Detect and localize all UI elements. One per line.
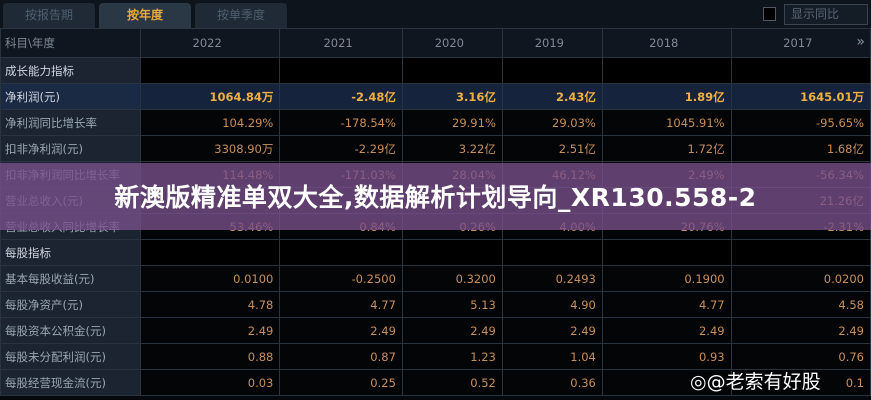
cell-value: -2.48亿 bbox=[279, 83, 403, 110]
cell-value: 2.51亿 bbox=[501, 135, 603, 162]
cell-value: 2.49 bbox=[730, 317, 871, 344]
cell-value: 0.52 bbox=[401, 369, 503, 396]
show-yoy-label[interactable]: 显示同比 bbox=[784, 4, 868, 25]
cell-value: 0.0200 bbox=[730, 265, 871, 292]
cell-value: 0.87 bbox=[279, 343, 403, 370]
cell-value bbox=[279, 239, 403, 266]
cell-value bbox=[501, 57, 603, 84]
cell-value: 0.93 bbox=[601, 343, 732, 370]
cell-value: 5.13 bbox=[401, 291, 503, 318]
cell-value: 1.23 bbox=[401, 343, 503, 370]
cell-value: 3.16亿 bbox=[401, 83, 503, 110]
row-label: 扣非净利润(元) bbox=[0, 135, 141, 162]
row-label: 净利润同比增长率 bbox=[0, 109, 141, 136]
cell-value: 0.1900 bbox=[601, 265, 732, 292]
watermark-text: @老索有好股 bbox=[706, 371, 821, 393]
cell-value bbox=[730, 57, 871, 84]
row-label: 每股未分配利润(元) bbox=[0, 343, 141, 370]
cell-value: 2.49 bbox=[401, 317, 503, 344]
cell-value bbox=[601, 369, 732, 396]
row-label: 净利润(元) bbox=[0, 83, 141, 110]
cell-value: 4.78 bbox=[139, 291, 281, 318]
year-header[interactable]: 2019 bbox=[501, 28, 603, 58]
cell-value: 0.1 bbox=[730, 369, 871, 396]
cell-value: 104.29% bbox=[139, 109, 281, 136]
cell-value: 0.36 bbox=[501, 369, 603, 396]
cell-value: 1.72亿 bbox=[601, 135, 732, 162]
cell-value bbox=[601, 57, 732, 84]
cell-value: 4.90 bbox=[501, 291, 603, 318]
year-header[interactable]: 2020 bbox=[401, 28, 503, 58]
cell-value bbox=[730, 239, 871, 266]
cell-value: 2.43亿 bbox=[501, 83, 603, 110]
row-label: 成长能力指标 bbox=[0, 57, 141, 84]
cell-value bbox=[279, 57, 403, 84]
year-header[interactable]: 2017 bbox=[730, 28, 871, 58]
cell-value: -95.65% bbox=[730, 109, 871, 136]
table-row: 每股经营现金流(元) 0.03 0.25 0.52 0.36 0.1 bbox=[0, 369, 871, 396]
watermark: ◎@老索有好股 bbox=[690, 371, 821, 393]
cell-value bbox=[401, 239, 503, 266]
tab-bar: 按报告期 按年度 按单季度 显示同比 bbox=[0, 0, 871, 28]
overlay-banner: 新澳版精准单双大全,数据解析计划导向_XR130.558-2 bbox=[0, 163, 871, 230]
cell-value bbox=[139, 239, 281, 266]
table-row: 每股未分配利润(元) 0.88 0.87 1.23 1.04 0.93 0.76 bbox=[0, 343, 871, 370]
show-yoy-checkbox[interactable] bbox=[763, 7, 776, 21]
table-row: 净利润同比增长率 104.29% -178.54% 29.91% 29.03% 1045.… bbox=[0, 109, 871, 136]
row-label: 每股资本公积金(元) bbox=[0, 317, 141, 344]
row-label: 每股经营现金流(元) bbox=[0, 369, 141, 396]
cell-value: 0.03 bbox=[139, 369, 281, 396]
cell-value: 2.49 bbox=[601, 317, 732, 344]
cell-value: 0.3200 bbox=[401, 265, 503, 292]
year-header[interactable]: 2018 bbox=[601, 28, 732, 58]
cell-value: 0.25 bbox=[279, 369, 403, 396]
cell-value: 4.77 bbox=[601, 291, 732, 318]
cell-value: 0.88 bbox=[139, 343, 281, 370]
header-label: 科目\年度 bbox=[0, 28, 141, 58]
year-header[interactable]: 2021 bbox=[279, 28, 403, 58]
table-row: 净利润(元) 1064.84万 -2.48亿 3.16亿 2.43亿 1.89亿 1645.… bbox=[0, 83, 871, 110]
cell-value bbox=[601, 239, 732, 266]
header-row: 科目\年度 2022 2021 2020 2019 2018 2017 bbox=[0, 28, 871, 58]
row-label: 每股净资产(元) bbox=[0, 291, 141, 318]
table-row: 扣非净利润(元) 3308.90万 -2.29亿 3.22亿 2.51亿 1.72亿 1.6… bbox=[0, 135, 871, 162]
double-chevron-right-icon[interactable]: » bbox=[856, 34, 865, 50]
cell-value: 29.91% bbox=[401, 109, 503, 136]
cell-value: 29.03% bbox=[501, 109, 603, 136]
cell-value: 0.2493 bbox=[501, 265, 603, 292]
cell-value: 0.0100 bbox=[139, 265, 281, 292]
cell-value: 2.49 bbox=[501, 317, 603, 344]
cell-value: -0.2500 bbox=[279, 265, 403, 292]
cell-value: -178.54% bbox=[279, 109, 403, 136]
tab-annual[interactable]: 按年度 bbox=[99, 3, 191, 28]
cell-value: 1.04 bbox=[501, 343, 603, 370]
cell-value bbox=[401, 57, 503, 84]
cell-value: 1064.84万 bbox=[139, 83, 281, 110]
cell-value: 1045.91% bbox=[601, 109, 732, 136]
cell-value: 4.77 bbox=[279, 291, 403, 318]
table-row: 每股净资产(元) 4.78 4.77 5.13 4.90 4.77 4.58 bbox=[0, 291, 871, 318]
cell-value bbox=[139, 57, 281, 84]
cell-value: 4.58 bbox=[730, 291, 871, 318]
table-row: 每股资本公积金(元) 2.49 2.49 2.49 2.49 2.49 2.49 bbox=[0, 317, 871, 344]
row-label: 基本每股收益(元) bbox=[0, 265, 141, 292]
cell-value: 3.22亿 bbox=[401, 135, 503, 162]
row-label: 每股指标 bbox=[0, 239, 141, 266]
cell-value: 2.49 bbox=[279, 317, 403, 344]
cell-value: 1645.01万 bbox=[730, 83, 871, 110]
cell-value: 2.49 bbox=[139, 317, 281, 344]
cell-value bbox=[501, 239, 603, 266]
year-header[interactable]: 2022 bbox=[139, 28, 281, 58]
table-row: 成长能力指标 bbox=[0, 57, 871, 84]
cell-value: 0.76 bbox=[730, 343, 871, 370]
cell-value: 3308.90万 bbox=[139, 135, 281, 162]
tab-report-period[interactable]: 按报告期 bbox=[3, 3, 95, 28]
cell-value: 1.89亿 bbox=[601, 83, 732, 110]
cell-value: 1.68亿 bbox=[730, 135, 871, 162]
table-row: 每股指标 bbox=[0, 239, 871, 266]
tab-single-quarter[interactable]: 按单季度 bbox=[195, 3, 287, 28]
table-row: 基本每股收益(元) 0.0100 -0.2500 0.3200 0.2493 0.1900… bbox=[0, 265, 871, 292]
cell-value: -2.29亿 bbox=[279, 135, 403, 162]
